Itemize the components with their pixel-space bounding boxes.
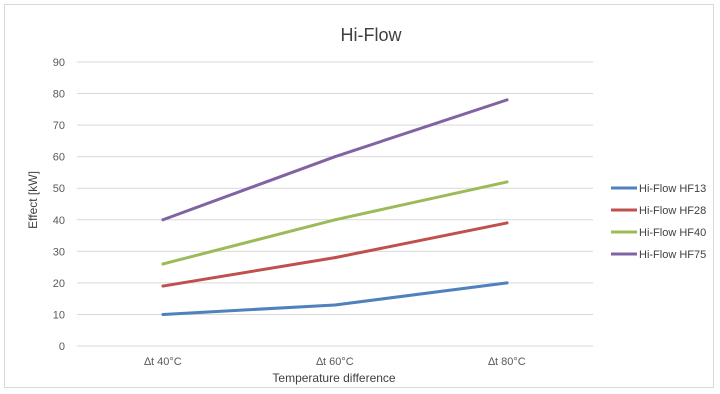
y-tick-label: 70: [53, 120, 65, 132]
data-point: [161, 312, 165, 316]
legend-entry: Hi-Flow HF75: [639, 249, 706, 261]
legend: Hi-Flow HF13 Hi-Flow HF28 Hi-Flow HF40 Hi-F…: [611, 183, 706, 261]
data-point: [505, 221, 509, 225]
legend-entry: Hi-Flow HF28: [639, 205, 706, 217]
y-tick-label: 0: [59, 341, 65, 353]
series-line-2: [161, 221, 509, 288]
x-tick-label: ∆t 40°C: [144, 356, 181, 368]
y-tick-label: 80: [53, 89, 65, 101]
x-axis-title: Temperature difference: [272, 371, 396, 385]
x-tick-label: ∆t 80°C: [488, 356, 525, 368]
data-point: [333, 155, 337, 159]
y-tick-label: 40: [53, 215, 65, 227]
y-tick-label: 30: [53, 246, 65, 258]
y-axis-ticks: 0 10 20 30 40 50 60 70 80 90: [53, 57, 65, 353]
legend-entry: Hi-Flow HF13: [639, 183, 706, 195]
chart-title: Hi-Flow: [341, 25, 403, 45]
series-line-4: [161, 98, 509, 222]
data-point: [333, 218, 337, 222]
data-point: [333, 303, 337, 307]
data-point: [505, 281, 509, 285]
data-point: [161, 262, 165, 266]
series-lines: [161, 98, 509, 316]
legend-entry: Hi-Flow HF40: [639, 227, 706, 239]
data-point: [333, 256, 337, 260]
y-tick-label: 10: [53, 309, 65, 321]
chart-area: Hi-Flow 0 10 20 30 40 50 60 70 80 90 ∆t 40°C ∆t 60…: [4, 4, 714, 388]
y-tick-label: 60: [53, 152, 65, 164]
data-point: [161, 218, 165, 222]
line-chart: Hi-Flow 0 10 20 30 40 50 60 70 80 90 ∆t 40°C ∆t 60…: [26, 25, 706, 385]
data-point: [505, 180, 509, 184]
gridlines: [77, 61, 593, 347]
y-tick-label: 50: [53, 183, 65, 195]
x-tick-label: ∆t 60°C: [316, 356, 353, 368]
y-tick-label: 90: [53, 57, 65, 69]
y-tick-label: 20: [53, 278, 65, 290]
data-point: [161, 284, 165, 288]
series-line-1: [161, 281, 509, 316]
y-axis-title: Effect [kW]: [26, 171, 40, 229]
data-point: [505, 98, 509, 102]
x-axis-ticks: ∆t 40°C ∆t 60°C ∆t 80°C: [144, 356, 525, 368]
